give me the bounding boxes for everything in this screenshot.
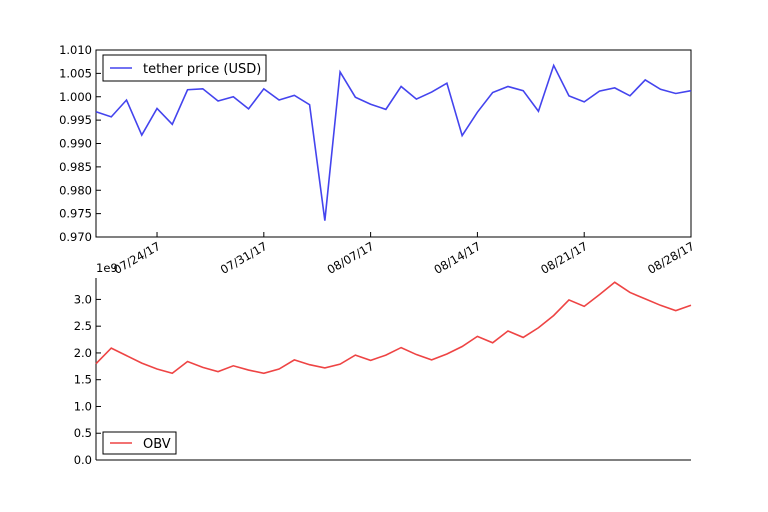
obv-ytick-label: 3.0 [74,292,92,306]
price-ytick-label: 0.990 [59,137,92,151]
obv-ytick-label: 0.5 [74,426,92,440]
obv-legend-box [102,431,177,455]
price-ytick-label: 0.970 [59,230,92,244]
price-legend: tether price (USD) [102,54,267,82]
price-legend-label: tether price (USD) [143,62,261,77]
price-ytick-label: 0.995 [59,113,92,127]
price-xtick-label: 08/28/17 [645,239,697,277]
price-ytick-label: 1.005 [59,66,92,80]
obv-ytick-label: 0.0 [74,453,92,467]
obv-legend: OBV [102,431,177,455]
obv-ytick-label: 1.5 [74,373,92,387]
series-line-obv [95,281,692,375]
price-x-ticks: 07/24/17 07/31/17 08/07/17 08/14/17 08/21/17… [111,232,697,277]
price-xtick-label: 07/24/17 [111,239,163,277]
price-ytick-label: 0.980 [59,183,92,197]
obv-ytick-label: 2.0 [74,346,92,360]
obv-panel: 0.0 0.5 1.0 1.5 2.0 2.5 3.0 1e9 OBV [74,261,692,467]
price-ytick-label: 0.975 [59,207,92,221]
price-xtick-label: 08/14/17 [431,239,483,277]
obv-legend-label: OBV [143,437,171,452]
price-panel: 0.970 0.975 0.980 0.985 0.990 0.995 1.000 1.005… [59,43,697,277]
series-line-tether-price [95,63,692,221]
price-y-ticks: 0.970 0.975 0.980 0.985 0.990 0.995 1.000 1.005… [59,43,101,244]
price-ytick-label: 1.000 [59,90,92,104]
obv-y-ticks: 0.0 0.5 1.0 1.5 2.0 2.5 3.0 [74,292,101,467]
price-xtick-label: 07/31/17 [218,239,270,277]
obv-ytick-label: 1.0 [74,399,92,413]
price-xtick-label: 08/07/17 [325,239,377,277]
price-ytick-label: 1.010 [59,43,92,57]
price-xtick-label: 08/21/17 [538,239,590,277]
price-ytick-label: 0.985 [59,160,92,174]
obv-ytick-label: 2.5 [74,319,92,333]
obv-y-multiplier: 1e9 [96,261,118,275]
